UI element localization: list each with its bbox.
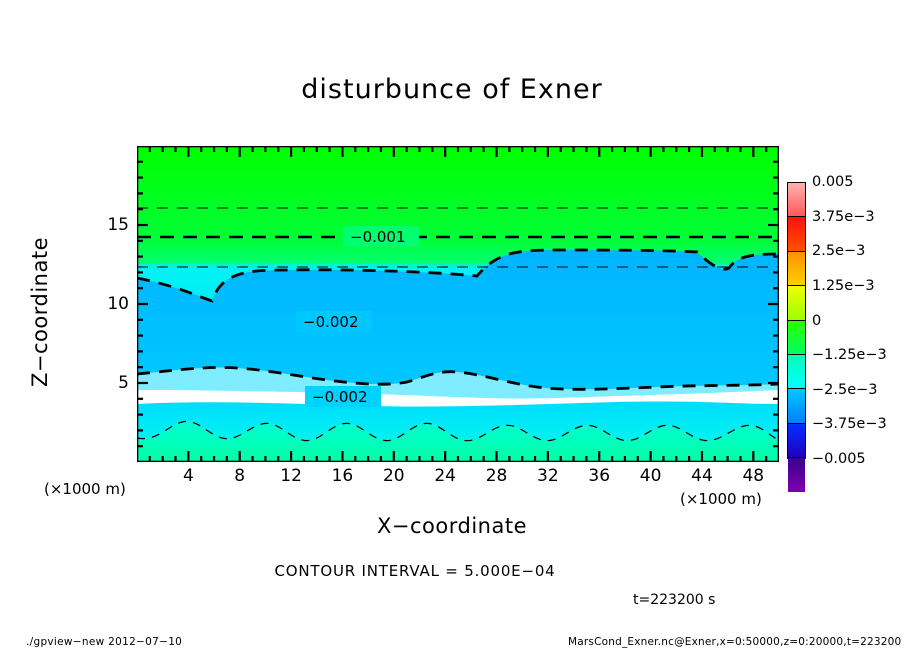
colorbar-tick-5: −1.25e−3 <box>812 347 887 364</box>
colorbar-tick-2: 2.5e−3 <box>812 243 866 260</box>
x-unit-label: (×1000 m) <box>680 490 762 508</box>
footer-left: ./gpview−new 2012−07−10 <box>26 636 183 648</box>
contour-label-group: −0.001 −0.002 −0.002 <box>296 226 419 407</box>
y-axis-label: Z−coordinate <box>28 237 52 387</box>
x-tick-label-2: 12 <box>280 466 302 486</box>
x-tick-label-9: 40 <box>639 466 662 486</box>
colorbar-band-7 <box>788 423 805 458</box>
colorbar-band-0 <box>788 183 805 218</box>
colorbar-tick-4: 0 <box>812 312 822 329</box>
colorbar-band-1 <box>788 217 805 252</box>
colorbar <box>787 182 806 493</box>
contour-minus0.002-upper <box>137 248 779 303</box>
y-tick-label-1: 10 <box>107 294 129 314</box>
filled-contour-bands <box>137 146 779 462</box>
x-tick-label-1: 8 <box>234 466 246 486</box>
colorbar-band-3 <box>788 286 805 321</box>
contour-surface-wave <box>137 420 779 442</box>
blob-region <box>137 250 779 390</box>
x-tick-label-0: 4 <box>182 466 194 486</box>
colorbar-tick-7: −3.75e−3 <box>812 416 887 433</box>
colorbar-band-8 <box>788 458 805 493</box>
x-tick-label-3: 16 <box>331 466 354 486</box>
contour-plot: −0.001 −0.002 −0.002 <box>137 146 779 462</box>
colorbar-tick-1: 3.75e−3 <box>812 208 875 225</box>
page-title: disturbunce of Exner <box>301 74 603 105</box>
x-tick-label-6: 28 <box>485 466 508 486</box>
colorbar-tick-3: 1.25e−3 <box>812 277 875 294</box>
colorbar-band-4 <box>788 320 805 355</box>
colorbar-tick-8: −0.005 <box>812 451 866 467</box>
y-tick-label-2: 15 <box>107 215 129 235</box>
x-tick-label-11: 48 <box>742 466 765 486</box>
surface-wave-band <box>137 421 779 462</box>
colorbar-tick-0: 0.005 <box>812 174 854 190</box>
contour-label-1: −0.001 <box>350 228 406 246</box>
x-tick-label-10: 44 <box>691 466 713 486</box>
x-tick-label-4: 20 <box>382 466 405 486</box>
contour-lines <box>137 207 779 442</box>
y-tick-label-0: 5 <box>118 373 129 393</box>
colorbar-band-5 <box>788 354 805 390</box>
x-tick-label-7: 32 <box>537 466 559 486</box>
contour-label-2: −0.002 <box>303 313 359 331</box>
x-tick-label-8: 36 <box>588 466 611 486</box>
footer-right: MarsCond_Exner.nc@Exner,x=0:50000,z=0:20… <box>568 636 902 648</box>
time-note: t=223200 s <box>633 592 716 608</box>
plot-svg: −0.001 −0.002 −0.002 <box>137 146 779 462</box>
z-unit-label: (×1000 m) <box>44 480 126 498</box>
x-tick-label-5: 24 <box>434 466 456 486</box>
colorbar-band-2 <box>788 251 805 287</box>
colorbar-tick-6: −2.5e−3 <box>812 381 878 398</box>
x-axis-label: X−coordinate <box>377 514 527 538</box>
contour-interval-note: CONTOUR INTERVAL = 5.000E−04 <box>274 562 556 580</box>
colorbar-band-6 <box>788 389 805 424</box>
contour-label-3: −0.002 <box>312 388 368 406</box>
